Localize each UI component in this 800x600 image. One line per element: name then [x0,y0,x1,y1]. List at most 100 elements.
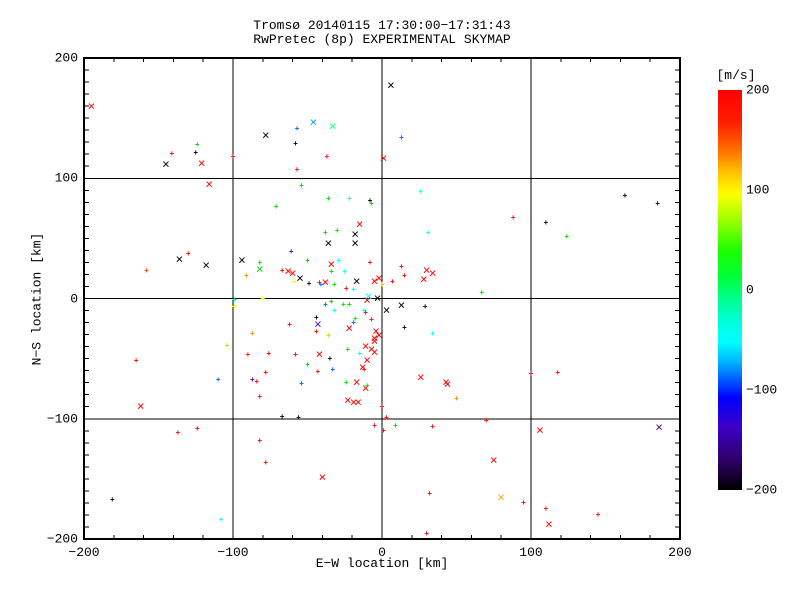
data-point: + [345,346,351,356]
data-point: + [169,150,175,160]
data-point: + [318,281,324,291]
data-point: + [263,369,269,379]
data-point: × [443,377,452,393]
data-point: + [363,309,369,319]
x-tick-label: −200 [68,545,100,560]
data-point: × [370,334,379,350]
data-point: + [230,152,236,162]
data-point: × [349,395,358,411]
data-point: + [314,313,319,323]
x-tick-label: 200 [668,545,692,560]
data-point: × [318,470,327,486]
data-point: + [454,394,459,404]
data-point: × [544,517,553,533]
data-point: + [306,280,312,290]
data-point: + [352,315,358,325]
data-point: + [351,286,357,296]
data-point: + [299,380,304,390]
data-point: × [375,271,383,287]
data-point: × [375,328,383,344]
colorbar-tick-label: 0 [746,282,754,298]
colorbar-tick-label: 200 [746,82,770,98]
data-point: + [483,417,489,427]
data-point: × [387,78,395,94]
data-point: × [361,381,370,397]
data-point: + [340,300,346,310]
data-point: + [331,281,337,291]
data-point: + [367,197,373,207]
data-point: × [162,157,170,173]
data-point: + [249,376,255,386]
data-point: + [330,365,336,375]
data-point: + [325,331,331,341]
data-point: + [254,377,260,387]
y-tick-label: 100 [54,170,78,186]
data-point: + [279,412,285,422]
data-point: + [369,316,374,326]
data-point: + [655,199,661,209]
data-point: × [489,453,498,469]
data-point: + [257,393,263,403]
data-point: × [422,263,431,279]
data-point: + [398,263,404,273]
data-point: × [497,490,506,506]
data-point: × [327,257,336,273]
data-point: + [185,250,191,260]
data-point: + [291,277,297,287]
data-point: + [361,306,367,316]
data-point: + [224,341,230,351]
data-point: + [244,271,249,281]
data-point: + [364,382,370,392]
data-point: × [354,395,363,411]
data-point: + [288,247,294,257]
data-point: × [352,274,361,290]
data-point: + [325,194,331,204]
data-point: × [87,99,96,115]
y-tick-label: 200 [54,50,78,66]
data-point: × [363,353,371,369]
data-point: × [370,331,379,347]
data-point: + [384,413,389,423]
data-point: + [266,350,272,360]
data-point: × [314,317,322,333]
data-point: × [175,252,184,268]
data-point: + [322,228,328,238]
data-point: + [390,277,395,287]
data-point: × [397,298,406,314]
data-point: × [361,339,370,355]
y-tick-label: −100 [46,411,78,427]
data-point: + [328,268,334,278]
data-point: + [336,257,342,267]
data-point: + [379,402,385,412]
data-point: + [215,376,221,386]
data-point: × [202,258,211,274]
data-point: + [372,422,377,432]
data-point: + [293,139,298,149]
data-point: × [288,266,297,282]
data-point: + [194,140,200,150]
data-point: + [322,300,328,310]
data-point: + [305,360,310,370]
data-point: + [367,258,373,268]
data-point: × [345,321,354,337]
data-point: × [351,236,360,252]
data-point: + [528,370,534,380]
x-tick-label: 0 [378,545,386,560]
data-point: + [622,192,628,202]
data-point: + [398,133,404,143]
data-point: × [370,345,379,361]
data-point: + [430,423,436,433]
y-tick-label: −200 [46,531,78,547]
data-point: × [205,177,214,193]
data-point: + [175,429,181,439]
data-point: + [343,378,349,388]
data-point: + [327,354,333,364]
data-point: + [260,294,266,304]
data-point: × [379,151,388,167]
data-point: + [521,499,526,509]
data-point: × [370,274,379,290]
data-point: + [263,459,269,469]
data-point: + [424,530,430,540]
data-point: + [279,267,285,277]
data-point: + [287,321,293,331]
